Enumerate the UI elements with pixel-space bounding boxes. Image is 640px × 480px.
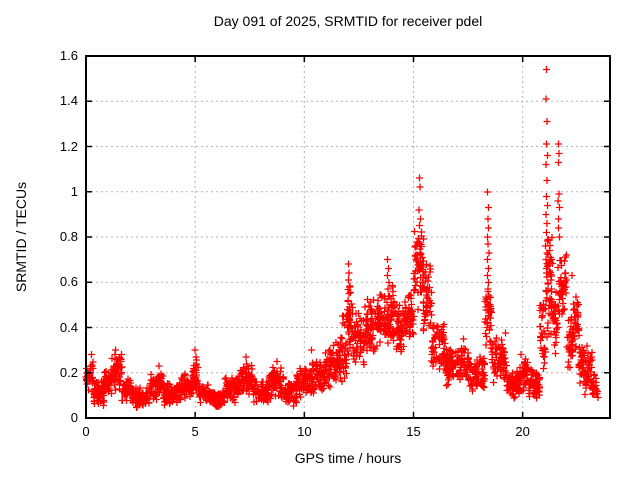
y-tick-label-1: 1 <box>70 183 78 199</box>
x-tick-label-20: 20 <box>515 424 530 439</box>
chart-title: Day 091 of 2025, SRMTID for receiver pde… <box>213 13 483 29</box>
y-tick-label-1.4: 1.4 <box>59 93 78 109</box>
x-tick-label-15: 15 <box>406 424 421 439</box>
y-tick-label-1.2: 1.2 <box>59 138 78 154</box>
y-tick-label-0.6: 0.6 <box>59 274 78 290</box>
x-tick-label-5: 5 <box>191 424 199 439</box>
data-markers <box>82 66 602 411</box>
axis-ticks <box>85 55 610 419</box>
y-tick-label-0.8: 0.8 <box>59 229 78 244</box>
y-tick-label-0: 0 <box>70 410 78 425</box>
x-tick-label-0: 0 <box>82 424 90 439</box>
x-axis-label: GPS time / hours <box>294 450 402 466</box>
x-tick-label-10: 10 <box>297 424 312 439</box>
y-tick-label-0.2: 0.2 <box>59 364 78 380</box>
y-tick-label-1.6: 1.6 <box>59 48 78 63</box>
y-tick-label-0.4: 0.4 <box>59 319 78 335</box>
